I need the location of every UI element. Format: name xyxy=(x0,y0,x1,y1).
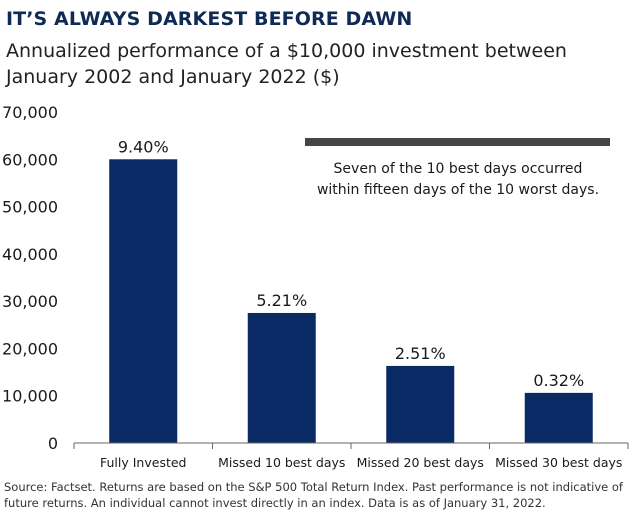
x-category-label: Missed 20 best days xyxy=(357,455,484,470)
annotation-bar xyxy=(305,138,610,146)
y-tick-label: 30,000 xyxy=(2,292,58,311)
bar xyxy=(109,159,178,444)
x-category-label: Missed 10 best days xyxy=(218,455,345,470)
bar xyxy=(247,312,316,443)
bars: 9.40% Fully Invested 5.21% Missed 10 best d… xyxy=(73,137,629,470)
chart-title: IT’S ALWAYS DARKEST BEFORE DAWN xyxy=(6,8,413,30)
bar-data-label: 0.32% xyxy=(533,371,584,390)
y-tick-label: 10,000 xyxy=(2,387,58,406)
y-tick-label: 50,000 xyxy=(2,198,58,217)
bar xyxy=(386,365,455,443)
annotation-line-2: within fifteen days of the 10 worst days… xyxy=(317,182,599,198)
y-tick-label: 70,000 xyxy=(2,103,58,122)
y-tick-label: 20,000 xyxy=(2,339,58,358)
y-tick-label: 0 xyxy=(48,434,58,453)
y-tick-label: 60,000 xyxy=(2,150,58,169)
y-tick-label: 40,000 xyxy=(2,245,58,264)
chart-subtitle: Annualized performance of a $10,000 inve… xyxy=(6,40,567,88)
bar-data-label: 9.40% xyxy=(118,137,169,156)
bar-data-label: 2.51% xyxy=(395,344,446,363)
source-note: Source: Factset. Returns are based on th… xyxy=(4,480,623,510)
bar xyxy=(524,392,593,443)
annotation-callout: Seven of the 10 best days occurred withi… xyxy=(305,138,610,198)
x-category-label: Fully Invested xyxy=(100,455,186,470)
bar-data-label: 5.21% xyxy=(256,291,307,310)
annotation-line-1: Seven of the 10 best days occurred xyxy=(334,161,583,177)
x-category-label: Missed 30 best days xyxy=(495,455,622,470)
y-axis: 0 10,000 20,000 30,000 40,000 50,000 60,000 70,… xyxy=(2,103,58,453)
